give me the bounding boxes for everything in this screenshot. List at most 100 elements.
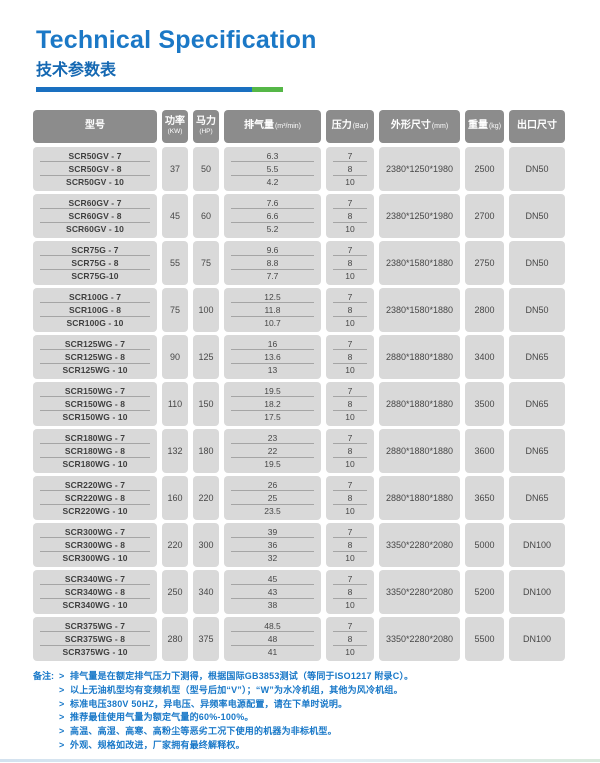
weight-value: 5000 xyxy=(465,523,504,567)
weight-value: 5200 xyxy=(465,570,504,614)
weight-value: 3650 xyxy=(465,476,504,520)
displacement-value: 6.3 xyxy=(224,149,321,163)
displacement-cell: 9.6 8.8 7.7 xyxy=(224,241,321,285)
weight-value: 2750 xyxy=(465,241,504,285)
model-label: SCR50GV - 8 xyxy=(33,162,157,176)
model-label: SCR125WG - 8 xyxy=(33,350,157,364)
header-dimensions: 外形尺寸 (mm) xyxy=(379,110,460,143)
model-cell: SCR60GV - 7 SCR60GV - 8 SCR60GV - 10 xyxy=(33,194,157,238)
displacement-value: 23.5 xyxy=(264,506,281,517)
outlet-size-value: DN65 xyxy=(509,382,565,426)
outlet-size-value: DN50 xyxy=(509,194,565,238)
power-value: 220 xyxy=(162,523,188,567)
weight-value: 3400 xyxy=(465,335,504,379)
displacement-value: 13.6 xyxy=(224,350,321,364)
pressure-value: 8 xyxy=(326,632,374,646)
table-row-group: SCR150WG - 7 SCR150WG - 8 SCR150WG - 10 … xyxy=(33,382,565,426)
pressure-cell: 7 8 10 xyxy=(326,241,374,285)
model-label: SCR100G - 7 xyxy=(33,290,157,304)
model-cell: SCR75G - 7 SCR75G - 8 SCR75G-10 xyxy=(33,241,157,285)
model-label: SCR100G - 10 xyxy=(66,318,124,329)
outlet-size-value: DN65 xyxy=(509,429,565,473)
displacement-value: 25 xyxy=(224,491,321,505)
underline-blue-segment xyxy=(36,87,252,92)
outlet-size-value: DN65 xyxy=(509,335,565,379)
table-body: SCR50GV - 7 SCR50GV - 8 SCR50GV - 10 37 … xyxy=(33,147,565,661)
underline-green-segment xyxy=(252,87,283,92)
model-label: SCR300WG - 8 xyxy=(33,538,157,552)
displacement-cell: 12.5 11.8 10.7 xyxy=(224,288,321,332)
model-label: SCR100G - 8 xyxy=(33,303,157,317)
pressure-value: 7 xyxy=(326,337,374,351)
model-label: SCR180WG - 7 xyxy=(33,431,157,445)
displacement-cell: 48.5 48 41 xyxy=(224,617,321,661)
model-label: SCR125WG - 7 xyxy=(33,337,157,351)
pressure-cell: 7 8 10 xyxy=(326,194,374,238)
note-bullet: > xyxy=(59,739,65,750)
power-value: 280 xyxy=(162,617,188,661)
horsepower-value: 375 xyxy=(193,617,219,661)
dimensions-value: 2380*1580*1880 xyxy=(379,241,460,285)
model-label: SCR125WG - 10 xyxy=(62,365,128,376)
displacement-value: 5.5 xyxy=(224,162,321,176)
model-label: SCR60GV - 10 xyxy=(66,224,124,235)
model-cell: SCR300WG - 7 SCR300WG - 8 SCR300WG - 10 xyxy=(33,523,157,567)
displacement-value: 41 xyxy=(267,647,278,658)
power-value: 132 xyxy=(162,429,188,473)
dimensions-value: 2380*1580*1880 xyxy=(379,288,460,332)
displacement-value: 19.5 xyxy=(264,459,281,470)
outlet-size-value: DN100 xyxy=(509,523,565,567)
header-outlet-size: 出口尺寸 xyxy=(509,110,565,143)
model-label: SCR300WG - 10 xyxy=(62,553,128,564)
displacement-cell: 16 13.6 13 xyxy=(224,335,321,379)
dimensions-value: 2380*1250*1980 xyxy=(379,147,460,191)
horsepower-value: 180 xyxy=(193,429,219,473)
pressure-value: 8 xyxy=(326,397,374,411)
model-label: SCR340WG - 10 xyxy=(62,600,128,611)
displacement-value: 8.8 xyxy=(224,256,321,270)
displacement-value: 48.5 xyxy=(224,619,321,633)
pressure-value: 8 xyxy=(326,585,374,599)
model-cell: SCR100G - 7 SCR100G - 8 SCR100G - 10 xyxy=(33,288,157,332)
pressure-value: 7 xyxy=(326,572,374,586)
pressure-value: 10 xyxy=(345,271,355,282)
model-label: SCR50GV - 10 xyxy=(66,177,124,188)
pressure-value: 10 xyxy=(345,506,355,517)
weight-value: 2700 xyxy=(465,194,504,238)
horsepower-value: 60 xyxy=(193,194,219,238)
note-line: 备注: > 排气量是在额定排气压力下测得，根据国际GB3853测试（等同于ISO… xyxy=(33,670,573,684)
pressure-cell: 7 8 10 xyxy=(326,476,374,520)
note-line: > 推荐最佳使用气量为额定气量的60%-100%。 xyxy=(33,711,573,725)
dimensions-value: 2380*1250*1980 xyxy=(379,194,460,238)
outlet-size-value: DN50 xyxy=(509,288,565,332)
model-cell: SCR180WG - 7 SCR180WG - 8 SCR180WG - 10 xyxy=(33,429,157,473)
displacement-value: 43 xyxy=(224,585,321,599)
table-row-group: SCR300WG - 7 SCR300WG - 8 SCR300WG - 10 … xyxy=(33,523,565,567)
displacement-cell: 6.3 5.5 4.2 xyxy=(224,147,321,191)
outlet-size-value: DN100 xyxy=(509,570,565,614)
displacement-value: 16 xyxy=(224,337,321,351)
displacement-value: 38 xyxy=(267,600,278,611)
note-bullet: > xyxy=(59,698,65,709)
power-value: 55 xyxy=(162,241,188,285)
dimensions-value: 3350*2280*2080 xyxy=(379,570,460,614)
note-text: 标准电压380V 50HZ，异电压、异频率电源配置，请在下单时说明。 xyxy=(70,698,348,709)
model-label: SCR220WG - 7 xyxy=(33,478,157,492)
table-row-group: SCR100G - 7 SCR100G - 8 SCR100G - 10 75 … xyxy=(33,288,565,332)
header-horsepower: 马力 (HP) xyxy=(193,110,219,143)
model-label: SCR75G-10 xyxy=(71,271,119,282)
model-cell: SCR150WG - 7 SCR150WG - 8 SCR150WG - 10 xyxy=(33,382,157,426)
model-label: SCR340WG - 7 xyxy=(33,572,157,586)
pressure-value: 8 xyxy=(326,350,374,364)
pressure-cell: 7 8 10 xyxy=(326,288,374,332)
displacement-cell: 7.6 6.6 5.2 xyxy=(224,194,321,238)
pressure-value: 7 xyxy=(326,196,374,210)
note-text: 推荐最佳使用气量为额定气量的60%-100%。 xyxy=(70,712,254,723)
horsepower-value: 150 xyxy=(193,382,219,426)
power-value: 75 xyxy=(162,288,188,332)
displacement-value: 23 xyxy=(224,431,321,445)
notes-label: 备注: xyxy=(33,671,54,681)
pressure-value: 8 xyxy=(326,209,374,223)
displacement-value: 17.5 xyxy=(264,412,281,423)
displacement-value: 7.7 xyxy=(266,271,279,282)
